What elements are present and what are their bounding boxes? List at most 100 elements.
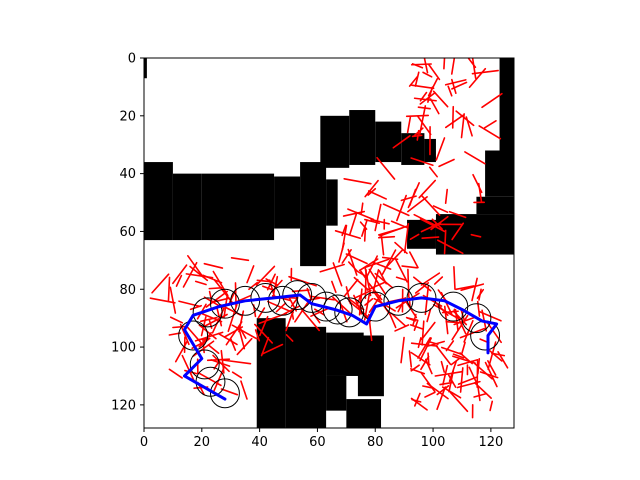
tree-edge (433, 276, 444, 285)
tree-edge (198, 331, 212, 348)
tree-edge (392, 135, 411, 149)
tree-edge (417, 336, 422, 349)
tree-edge (426, 308, 432, 323)
tree-edge (168, 368, 183, 379)
tree-edge (294, 301, 309, 323)
tree-edge (387, 310, 397, 329)
y-tick-label: 40 (119, 167, 136, 182)
x-tick-label: 80 (367, 435, 384, 450)
tree-edge (254, 323, 274, 344)
tree-edge (443, 58, 446, 70)
obstacle-block (375, 121, 402, 163)
robot-footprint-circle (189, 349, 220, 380)
tree-edge (207, 344, 220, 354)
tree-edge (436, 385, 450, 396)
tree-edge (300, 308, 321, 332)
tree-edge (445, 320, 463, 324)
tree-edge (468, 366, 478, 385)
tree-edge (448, 360, 458, 383)
tree-edge (364, 179, 379, 198)
tree-edge (432, 90, 449, 108)
tree-edge (347, 248, 358, 276)
tree-edge (172, 264, 188, 285)
tree-edge (471, 360, 494, 380)
axes-frame (143, 57, 515, 429)
tree-edge (418, 105, 427, 135)
tree-edge (408, 75, 419, 87)
obstacle-block (485, 150, 514, 197)
rrt-tree-layer (149, 58, 509, 419)
tree-edge (380, 235, 385, 256)
tree-edge (256, 279, 271, 283)
tree-edge (437, 239, 464, 255)
obstacle-block (144, 162, 173, 241)
tree-edge (459, 352, 473, 365)
tree-edge (208, 286, 223, 290)
tree-edge (382, 203, 410, 217)
tree-edge (254, 329, 261, 342)
obstacle-block (349, 110, 376, 165)
tree-edge (410, 84, 435, 90)
tree-edge (390, 220, 408, 229)
robot-footprint-circle (178, 320, 209, 351)
tree-edge (181, 354, 195, 382)
obstacle-block (326, 332, 364, 376)
path-layer (182, 293, 499, 401)
robot-footprint-layer (178, 280, 501, 409)
tree-edge (202, 274, 223, 284)
tree-edge (422, 385, 433, 389)
tree-edge (420, 321, 436, 341)
tree-edge (370, 218, 390, 225)
tree-edge (451, 222, 465, 241)
tree-edge (418, 179, 437, 199)
tree-edge (452, 310, 468, 326)
tree-edge (471, 69, 499, 75)
tree-edge (449, 391, 469, 413)
tree-edge (409, 324, 424, 330)
x-tick-label: 40 (251, 435, 268, 450)
tree-edge (381, 249, 397, 276)
tree-edge (451, 105, 455, 129)
tree-edge (459, 327, 486, 339)
tree-edge (377, 235, 396, 239)
tree-edge (464, 151, 486, 165)
tree-edge (255, 265, 276, 286)
x-tick-label: 120 (478, 435, 503, 450)
tree-edge (213, 367, 225, 392)
tree-edge (227, 303, 238, 333)
tree-edge (456, 380, 481, 389)
tree-edge (432, 205, 449, 213)
tree-edge (451, 78, 457, 95)
tree-edge (428, 166, 438, 178)
robot-footprint-circle (334, 297, 365, 328)
tree-edge (390, 312, 406, 327)
tree-edge (413, 319, 419, 331)
tree-edge (417, 106, 431, 110)
tree-edge (366, 281, 386, 291)
tree-edge (410, 157, 434, 167)
tree-edge (453, 265, 456, 290)
tree-edge (435, 137, 446, 161)
obstacle-layer (144, 58, 514, 428)
tree-edge (414, 71, 420, 87)
tree-edge (169, 286, 177, 314)
tree-edge (420, 371, 436, 393)
tree-edge (471, 277, 478, 302)
tree-edge (257, 307, 266, 319)
x-tick-label: 0 (140, 435, 148, 450)
tree-edge (444, 114, 465, 129)
tree-edge (262, 285, 273, 291)
tree-edge (343, 178, 372, 185)
tree-edge (261, 343, 284, 355)
tree-edge (448, 210, 467, 219)
tree-edge (450, 358, 460, 366)
tree-edge (348, 211, 358, 236)
obstacle-block (320, 115, 350, 168)
robot-footprint-circle (360, 291, 391, 322)
tree-edge (334, 230, 362, 240)
obstacle-block (144, 58, 147, 79)
tree-edge (417, 337, 432, 359)
tree-edge (478, 125, 502, 140)
tree-edge (368, 268, 386, 295)
